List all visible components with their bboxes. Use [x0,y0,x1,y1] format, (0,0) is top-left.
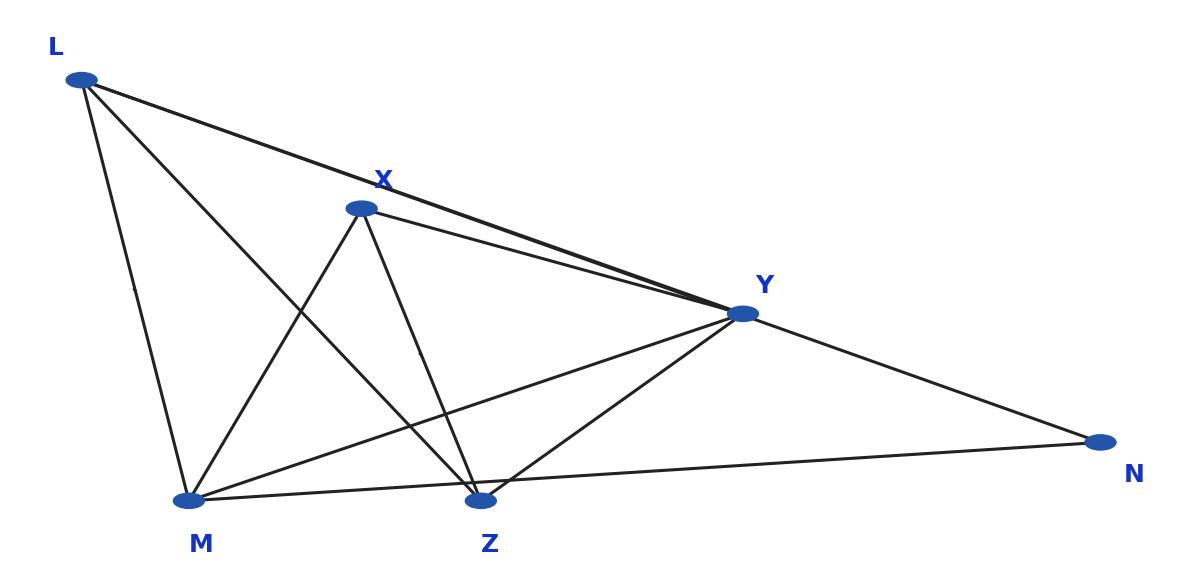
Circle shape [173,494,204,508]
Circle shape [66,73,97,88]
Text: N: N [1123,462,1145,487]
Text: M: M [188,532,214,557]
Text: L: L [48,36,64,60]
Circle shape [1085,435,1116,450]
Text: Z: Z [481,532,499,557]
Text: X: X [373,169,392,193]
Circle shape [466,494,497,508]
Text: Y: Y [755,274,774,298]
Circle shape [346,201,377,216]
Circle shape [727,306,758,321]
